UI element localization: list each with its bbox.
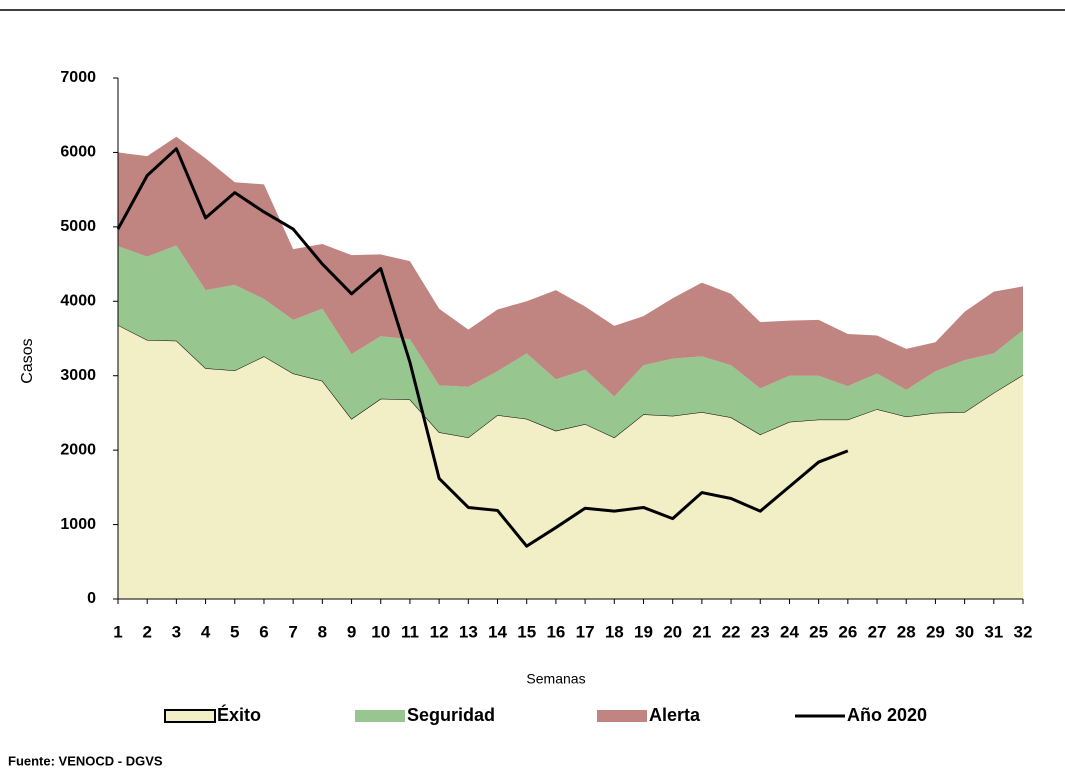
x-tick-label: 25 xyxy=(809,622,828,641)
y-tick-label: 0 xyxy=(87,590,96,607)
y-tick-label: 7000 xyxy=(60,69,96,86)
x-tick-label: 14 xyxy=(488,622,507,641)
area xyxy=(118,325,1023,599)
x-axis-label: Semanas xyxy=(526,671,585,687)
x-tick-label: 3 xyxy=(172,622,181,641)
x-tick-label: 30 xyxy=(955,622,974,641)
legend-label: Año 2020 xyxy=(847,705,927,725)
x-tick-label: 1 xyxy=(113,622,122,641)
y-axis-label: Casos xyxy=(19,338,36,383)
y-tick-label: 2000 xyxy=(60,441,96,458)
y-tick-label: 4000 xyxy=(60,293,96,310)
y-tick-label: 6000 xyxy=(60,144,96,161)
area xyxy=(118,136,1023,397)
legend-swatch xyxy=(597,710,647,722)
legend-swatch xyxy=(164,709,216,723)
x-tick-label: 32 xyxy=(1014,622,1033,641)
x-tick-label: 12 xyxy=(430,622,449,641)
x-tick-label: 24 xyxy=(780,622,799,641)
x-tick-label: 29 xyxy=(926,622,945,641)
y-tick-label: 1000 xyxy=(60,516,96,533)
x-tick-label: 17 xyxy=(576,622,595,641)
x-tick-label: 6 xyxy=(259,622,268,641)
x-tick-label: 28 xyxy=(897,622,916,641)
x-tick-label: 31 xyxy=(984,622,1003,641)
x-tick-label: 16 xyxy=(546,622,565,641)
x-tick-label: 21 xyxy=(692,622,711,641)
x-tick-label: 23 xyxy=(751,622,770,641)
legend-label: Alerta xyxy=(649,705,701,725)
source-note: Fuente: VENOCD - DGVS xyxy=(8,753,163,768)
x-tick-label: 22 xyxy=(722,622,741,641)
x-tick-label: 11 xyxy=(401,622,419,641)
x-tick-label: 5 xyxy=(230,622,239,641)
x-tick-label: 13 xyxy=(459,622,478,641)
x-tick-label: 4 xyxy=(201,622,211,641)
x-tick-label: 8 xyxy=(318,622,327,641)
line xyxy=(116,147,849,548)
x-tick-label: 18 xyxy=(605,622,624,641)
legend-label: Éxito xyxy=(217,704,261,725)
area xyxy=(118,245,1023,438)
x-tick-label: 2 xyxy=(142,622,151,641)
x-tick-label: 26 xyxy=(838,622,857,641)
x-tick-label: 27 xyxy=(868,622,887,641)
x-tick-label: 15 xyxy=(517,622,536,641)
legend-swatch xyxy=(355,710,405,722)
y-tick-label: 5000 xyxy=(60,218,96,235)
x-tick-label: 19 xyxy=(634,622,653,641)
x-tick-label: 10 xyxy=(371,622,390,641)
y-tick-label: 3000 xyxy=(60,367,96,384)
x-tick-label: 7 xyxy=(288,622,297,641)
x-tick-label: 20 xyxy=(663,622,682,641)
x-tick-label: 9 xyxy=(347,622,356,641)
legend-label: Seguridad xyxy=(407,705,495,725)
